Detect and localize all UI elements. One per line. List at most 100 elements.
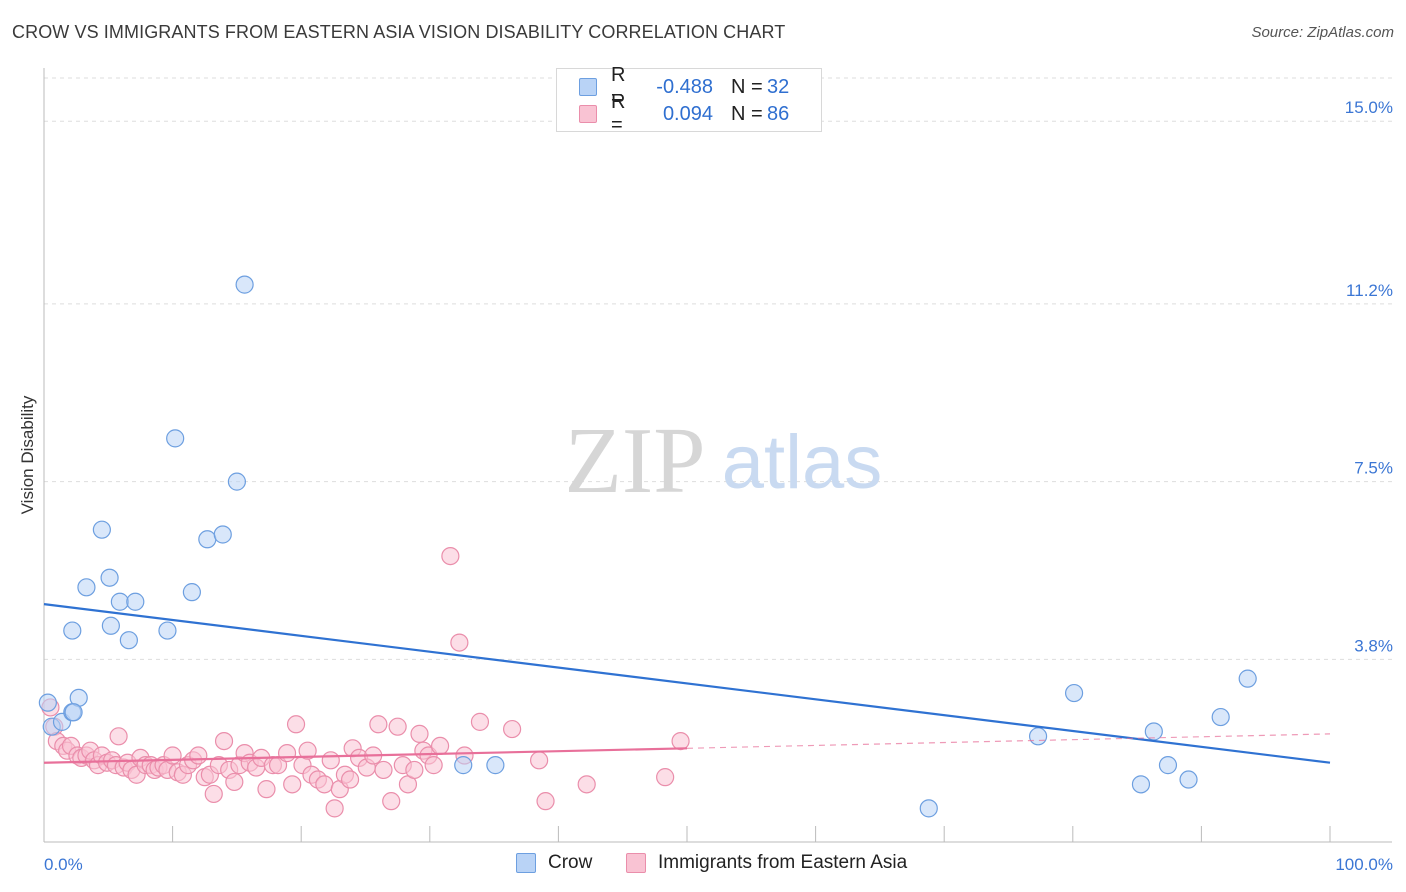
y-tick-label: 7.5% bbox=[1354, 459, 1393, 478]
y-tick-label: 15.0% bbox=[1345, 98, 1393, 117]
immigrants-point bbox=[430, 736, 450, 755]
crow-point bbox=[1179, 770, 1198, 789]
n-label: N = bbox=[731, 75, 763, 98]
immigrants-point bbox=[530, 751, 549, 770]
crow-point bbox=[166, 429, 185, 448]
immigrants-point bbox=[577, 775, 596, 794]
legend-row-crow: R = -0.488 N = 32 bbox=[579, 64, 790, 109]
crow-points bbox=[38, 275, 1257, 818]
watermark: ZIP atlas bbox=[565, 409, 883, 513]
immigrants-point bbox=[441, 547, 460, 566]
immigrants-point bbox=[109, 727, 128, 746]
immigrants-point bbox=[298, 741, 317, 760]
immigrants-point bbox=[374, 760, 393, 780]
crow-point bbox=[182, 583, 201, 602]
immigrants-point bbox=[283, 775, 302, 794]
immigrants-point bbox=[325, 799, 344, 818]
immigrants-point bbox=[286, 715, 306, 734]
chart-title: CROW VS IMMIGRANTS FROM EASTERN ASIA VIS… bbox=[12, 22, 786, 42]
crow-point bbox=[77, 578, 96, 597]
crow-point bbox=[1158, 756, 1178, 775]
crow-point bbox=[100, 568, 119, 587]
crow-point bbox=[158, 621, 177, 640]
immigrants-point bbox=[536, 792, 555, 811]
legend-label-crow: Crow bbox=[548, 852, 593, 873]
n-value: 32 bbox=[767, 75, 790, 98]
immigrants-point bbox=[388, 717, 407, 736]
immigrants-point bbox=[277, 744, 297, 763]
immigrants-point bbox=[257, 780, 276, 799]
series-legend: Crow Immigrants from Eastern Asia bbox=[0, 852, 1406, 878]
crow-point bbox=[92, 520, 111, 539]
r-value: -0.488 bbox=[656, 75, 713, 98]
immigrants-point bbox=[204, 784, 223, 804]
crow-point bbox=[919, 799, 938, 818]
immigrants-trend-extension bbox=[686, 733, 1331, 749]
n-label: N = bbox=[731, 102, 763, 125]
trend-lines bbox=[43, 603, 1331, 764]
axes bbox=[43, 68, 1392, 843]
crow-point bbox=[126, 592, 145, 611]
immigrants-points bbox=[41, 547, 690, 818]
r-value: 0.094 bbox=[662, 102, 713, 125]
immigrants-swatch bbox=[626, 853, 646, 873]
immigrants-point bbox=[424, 756, 443, 775]
immigrants-trend-line bbox=[43, 747, 688, 764]
immigrants-point bbox=[656, 768, 675, 787]
y-tick-label: 3.8% bbox=[1354, 636, 1393, 655]
crow-point bbox=[1211, 707, 1230, 727]
crow-swatch bbox=[516, 853, 536, 873]
immigrants-point bbox=[671, 731, 690, 751]
crow-point bbox=[454, 756, 473, 775]
crow-point bbox=[1028, 727, 1048, 746]
immigrants-point bbox=[503, 719, 522, 739]
crow-point bbox=[110, 592, 129, 611]
immigrants-point bbox=[410, 724, 429, 743]
r-label: R = bbox=[611, 91, 626, 136]
immigrants-point bbox=[382, 792, 401, 811]
crow-point bbox=[213, 525, 232, 544]
immigrants-point bbox=[163, 746, 182, 765]
immigrants-point bbox=[321, 751, 340, 770]
immigrants-point bbox=[470, 712, 490, 731]
y-tick-label: 11.2% bbox=[1346, 281, 1393, 300]
crow-point bbox=[38, 693, 57, 712]
crow-point bbox=[1238, 669, 1257, 688]
tick-labels: 3.8% 7.5% 11.2% 15.0% 0.0% 100.0% bbox=[44, 98, 1393, 874]
x-tick-label-max: 100.0% bbox=[1335, 855, 1393, 874]
crow-point bbox=[64, 703, 83, 722]
crow-point bbox=[119, 631, 138, 650]
crow-point bbox=[227, 472, 246, 491]
x-tick-label-min: 0.0% bbox=[44, 855, 83, 874]
crow-point bbox=[198, 530, 217, 549]
legend-label-immigrants: Immigrants from Eastern Asia bbox=[658, 852, 908, 873]
grid-lines bbox=[44, 77, 1392, 660]
immigrants-swatch bbox=[579, 105, 597, 123]
legend-item-crow[interactable]: Crow bbox=[516, 852, 592, 874]
stats-legend: R = -0.488 N = 32 R = 0.094 N = 86 bbox=[556, 64, 822, 136]
crow-point bbox=[63, 621, 82, 640]
crow-point bbox=[101, 616, 120, 635]
immigrants-point bbox=[450, 633, 469, 652]
immigrants-point bbox=[315, 775, 334, 794]
immigrants-point bbox=[369, 715, 388, 734]
crow-trend-line bbox=[43, 603, 1331, 764]
crow-point bbox=[1131, 775, 1151, 794]
immigrants-point bbox=[189, 746, 208, 765]
immigrants-point bbox=[340, 770, 360, 789]
watermark-zip: ZIP bbox=[565, 409, 706, 513]
r-label: R = bbox=[611, 64, 626, 109]
watermark-atlas: atlas bbox=[722, 420, 883, 505]
immigrants-point bbox=[214, 731, 234, 751]
source-credit: Source: ZipAtlas.com bbox=[1251, 24, 1394, 41]
crow-point bbox=[235, 275, 254, 294]
legend-row-immigrants: R = 0.094 N = 86 bbox=[579, 91, 790, 136]
legend-item-immigrants[interactable]: Immigrants from Eastern Asia bbox=[626, 852, 907, 874]
immigrants-point bbox=[225, 772, 244, 792]
crow-point bbox=[1064, 683, 1084, 703]
crow-point bbox=[486, 756, 505, 775]
immigrants-point bbox=[405, 760, 424, 780]
crow-swatch bbox=[579, 78, 597, 96]
n-value: 86 bbox=[767, 102, 790, 125]
